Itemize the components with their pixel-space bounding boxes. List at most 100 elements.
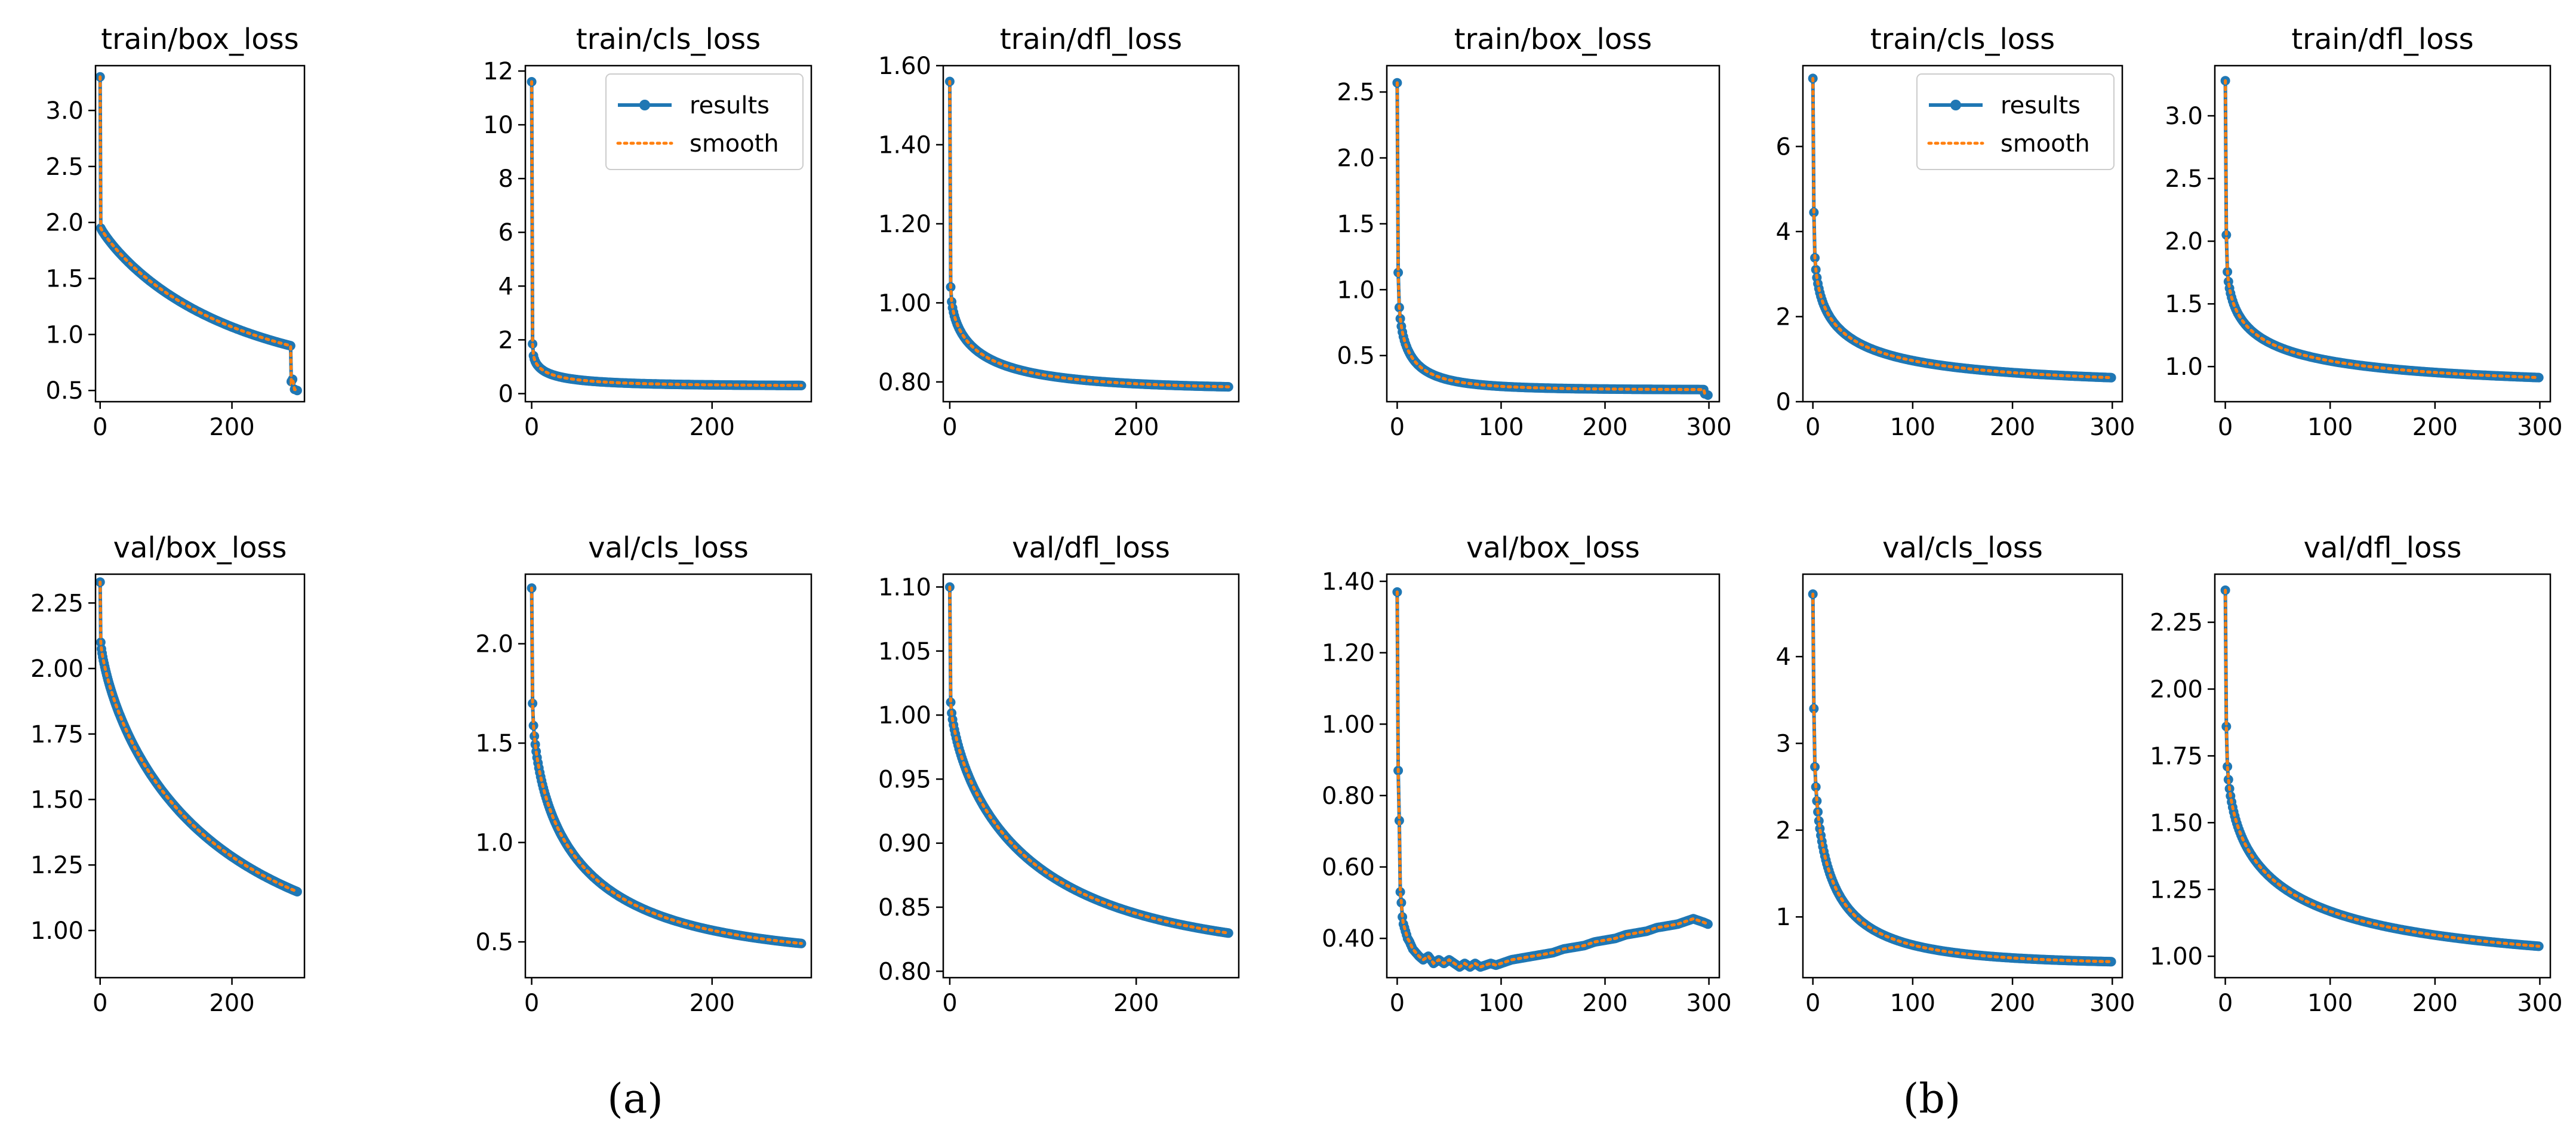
- result-point: [2106, 957, 2116, 967]
- y-tick-label: 2.00: [2150, 676, 2203, 704]
- results-line: [2223, 81, 2540, 380]
- subplot-title: train/box_loss: [101, 23, 298, 56]
- x-tick-label: 0: [1390, 990, 1405, 1017]
- y-tick-label: 2.5: [2165, 165, 2203, 193]
- results-line: [1395, 82, 1709, 397]
- subplot-b-train-cls: train/cls_loss 0 100 200 300 0 2 4 6 results smoot…: [1776, 23, 2135, 441]
- results-line: [530, 588, 802, 945]
- caption-a: (a): [607, 1076, 663, 1123]
- y-tick-label: 0.80: [878, 958, 931, 985]
- subplot-a-train-box: train/box_loss 0 200 0.5 1.0 1.5 2.0 2.5 3.0: [45, 23, 306, 441]
- x-tick-label: 200: [1990, 990, 2035, 1017]
- y-tick-label: 2.0: [2165, 228, 2203, 255]
- x-tick-label: 100: [2307, 414, 2353, 441]
- y-tick-label: 0: [1776, 389, 1791, 416]
- y-tick-label: 1.5: [475, 730, 513, 757]
- x-tick-label: 200: [1582, 990, 1627, 1017]
- y-tick-label: 1.5: [1337, 211, 1375, 238]
- y-tick-label: 1.00: [878, 289, 931, 317]
- x-tick-label: 300: [1686, 990, 1731, 1017]
- y-tick-label: 2: [498, 326, 513, 354]
- axes-frame: [1802, 573, 2123, 979]
- y-tick-label: 2.25: [30, 590, 84, 617]
- x-tick-label: 0: [524, 990, 539, 1017]
- y-tick-label: 1.60: [878, 53, 931, 80]
- subplot-a-val-box: val/box_loss 0 200 1.00 1.25 1.50 1.75 2.00 2.25: [30, 531, 306, 1017]
- x-tick-label: 0: [1805, 414, 1820, 441]
- y-tick-label: 6: [1776, 133, 1791, 161]
- y-tick-label: 0.5: [1337, 343, 1375, 370]
- subplot-title: train/box_loss: [1454, 23, 1652, 56]
- x-tick-label: 0: [524, 414, 539, 441]
- x-tick-label: 200: [690, 990, 735, 1017]
- subplot-title: val/cls_loss: [588, 531, 749, 565]
- x-tick-label: 0: [93, 990, 107, 1017]
- legend-box: [605, 73, 804, 170]
- y-tick-label: 1.75: [30, 721, 84, 748]
- y-tick-label: 1.20: [878, 211, 931, 238]
- results-markers: [2220, 76, 2544, 383]
- y-tick-label: 6: [498, 219, 513, 247]
- results-markers: [944, 76, 1233, 392]
- results-line: [1811, 594, 2112, 964]
- results-markers: [1392, 78, 1713, 400]
- subplot-title: train/dfl_loss: [1000, 23, 1182, 56]
- results-line: [947, 587, 1230, 935]
- subplot-a-val-dfl: val/dfl_loss 0 200 0.80 0.85 0.90 0.95 1.00 1.05…: [878, 531, 1240, 1017]
- result-point: [2106, 372, 2116, 383]
- smooth-line: [948, 586, 1230, 935]
- result-point: [2534, 372, 2544, 383]
- y-tick-label: 2.0: [475, 631, 513, 658]
- y-tick-label: 1.10: [878, 574, 931, 601]
- axes-frame: [1386, 64, 1721, 403]
- results-markers: [527, 583, 807, 948]
- smooth-line: [948, 80, 1230, 389]
- y-tick-label: 4: [1776, 643, 1791, 671]
- x-tick-label: 0: [1805, 990, 1820, 1017]
- results-markers: [95, 577, 302, 896]
- x-tick-label: 100: [1478, 414, 1524, 441]
- y-tick-label: 1.20: [1322, 640, 1375, 667]
- results-line: [1395, 591, 1709, 969]
- legend-smooth-label: smooth: [2001, 130, 2090, 158]
- y-tick-label: 12: [483, 58, 513, 85]
- legend-results-label: results: [690, 92, 770, 119]
- subplot-a-train-cls: train/cls_loss 0 200 0 2 4 6 8 10 12 results smooth: [483, 23, 812, 441]
- x-tick-label: 0: [2218, 990, 2233, 1017]
- x-tick-label: 200: [690, 414, 735, 441]
- y-tick-label: 2: [1776, 817, 1791, 845]
- y-tick-label: 1.25: [30, 852, 84, 879]
- smooth-line: [1811, 592, 2113, 963]
- y-tick-label: 1.40: [878, 131, 931, 159]
- axes-frame: [1386, 573, 1721, 979]
- legend-smooth-label: smooth: [690, 130, 779, 158]
- x-tick-label: 200: [2412, 990, 2458, 1017]
- y-tick-label: 1.50: [2150, 809, 2203, 837]
- x-tick-label: 100: [1478, 990, 1524, 1017]
- y-tick-label: 1.75: [2150, 742, 2203, 770]
- axes-frame: [524, 64, 812, 403]
- y-tick-label: 1.0: [45, 321, 84, 349]
- subplot-title: val/cls_loss: [1882, 531, 2043, 565]
- y-tick-label: 0.5: [45, 377, 84, 405]
- x-tick-label: 200: [1113, 990, 1159, 1017]
- subplot-b-val-cls: val/cls_loss 0 100 200 300 1 2 3 4: [1776, 531, 2135, 1017]
- legend-box: [1916, 73, 2115, 170]
- smooth-line: [99, 75, 299, 392]
- x-tick-label: 200: [1990, 414, 2035, 441]
- y-tick-label: 2.00: [30, 655, 84, 683]
- subplot-title: val/box_loss: [113, 531, 287, 565]
- x-tick-label: 100: [1890, 414, 1935, 441]
- y-tick-label: 4: [498, 273, 513, 300]
- x-tick-label: 0: [2218, 414, 2233, 441]
- results-markers: [1808, 589, 2116, 967]
- y-tick-label: 1.40: [1322, 568, 1375, 596]
- x-tick-label: 100: [2307, 990, 2353, 1017]
- y-tick-label: 1.0: [1337, 276, 1375, 304]
- subplot-b-train-box: train/box_loss 0 100 200 300 0.5 1.0 1.5 2.0 2.5: [1337, 23, 1731, 441]
- axes-frame: [2214, 64, 2552, 403]
- subplot-a-val-cls: val/cls_loss 0 200 0.5 1.0 1.5 2.0: [475, 531, 812, 1017]
- x-tick-label: 0: [942, 414, 957, 441]
- y-tick-label: 0.40: [1322, 925, 1375, 953]
- x-tick-label: 300: [2089, 990, 2135, 1017]
